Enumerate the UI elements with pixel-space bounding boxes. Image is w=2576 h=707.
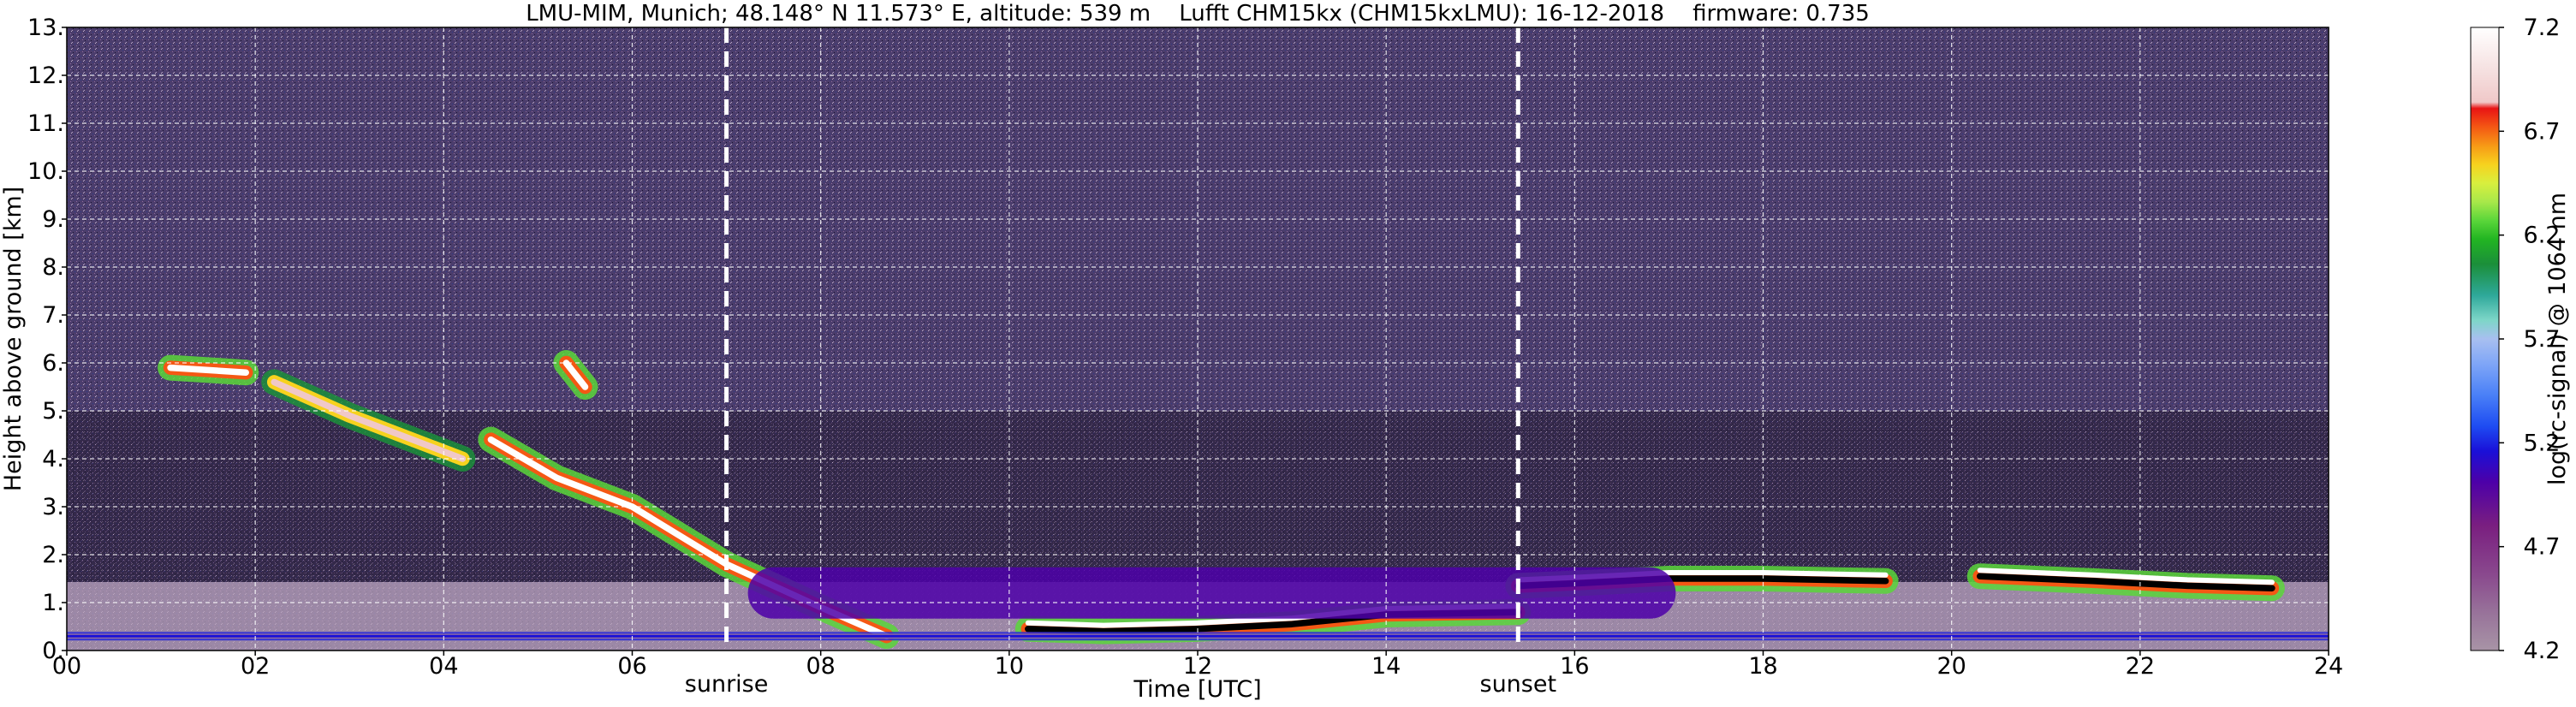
colorbar-gradient	[2470, 27, 2500, 651]
sunset-label: sunset	[1480, 671, 1557, 698]
x-tick-label: 00	[52, 653, 81, 680]
y-tick-label: 2.	[42, 542, 64, 568]
colorbar-tick-label: 4.2	[2524, 638, 2561, 664]
x-tick-label: 20	[1936, 653, 1966, 680]
x-tick-label: 12	[1183, 653, 1212, 680]
x-tick-label: 22	[2126, 653, 2155, 680]
x-tick-label: 14	[1371, 653, 1401, 680]
y-tick-label: 3.	[42, 494, 64, 520]
feature-core-3	[562, 359, 589, 390]
x-axis-label: Time [UTC]	[1133, 676, 1261, 703]
y-axis-label: Height above ground [km]	[0, 187, 27, 491]
feature-core-0	[167, 364, 249, 376]
colorbar-tick-label: 6.7	[2524, 118, 2561, 145]
y-tick-label: 6.	[42, 350, 64, 377]
event-lines	[724, 27, 1520, 651]
x-tick-label: 08	[806, 653, 835, 680]
y-axis: 0. 1. 2. 3. 4. 5. 6. 7. 8. 9. 10. 11. 12. 13.	[27, 15, 67, 664]
event-labels: sunrise sunset	[685, 671, 1556, 698]
y-tick-label: 8.	[42, 254, 64, 281]
colorbar-tick-label: 5.7	[2524, 326, 2561, 353]
x-tick-label: 04	[429, 653, 458, 680]
x-axis: 00 02 04 06 08 10 12 14 16 18 20 22 24	[52, 651, 2343, 680]
chart-title: LMU-MIM, Munich; 48.148° N 11.573° E, al…	[526, 1, 1870, 27]
plot-area	[67, 27, 2329, 651]
colorbar: 4.2 4.7 5.2 5.7 6.2 6.7 7.2 log(rc-signal) @ 1…	[2470, 15, 2571, 664]
x-tick-label: 02	[241, 653, 270, 680]
y-tick-label: 13.	[27, 15, 64, 41]
feature-core-1	[271, 378, 467, 462]
colorbar-tick-label: 7.2	[2524, 15, 2561, 41]
x-tick-label: 10	[995, 653, 1024, 680]
y-tick-label: 9.	[42, 206, 64, 233]
y-tick-label: 1.	[42, 590, 64, 616]
x-tick-label: 24	[2314, 653, 2343, 680]
colorbar-ticks: 4.2 4.7 5.2 5.7 6.2 6.7 7.2	[2499, 15, 2560, 664]
x-tick-label: 16	[1560, 653, 1589, 680]
colorbar-tick-label: 5.2	[2524, 430, 2561, 456]
colorbar-tick-label: 4.7	[2524, 534, 2561, 561]
grid-lines	[67, 27, 2329, 651]
sunrise-label: sunrise	[685, 671, 769, 698]
y-tick-label: 7.	[42, 302, 64, 329]
y-tick-label: 12.	[27, 62, 64, 89]
colorbar-tick-label: 6.2	[2524, 223, 2561, 249]
y-tick-label: 4.	[42, 446, 64, 472]
x-tick-label: 06	[617, 653, 646, 680]
y-tick-label: 5.	[42, 398, 64, 425]
colorbar-label: log(rc-signal) @ 1064 nm	[2544, 193, 2571, 485]
y-tick-label: 10.	[27, 158, 64, 185]
x-tick-label: 18	[1748, 653, 1777, 680]
y-tick-label: 11.	[27, 110, 64, 137]
y-tick-label: 0.	[42, 638, 64, 664]
